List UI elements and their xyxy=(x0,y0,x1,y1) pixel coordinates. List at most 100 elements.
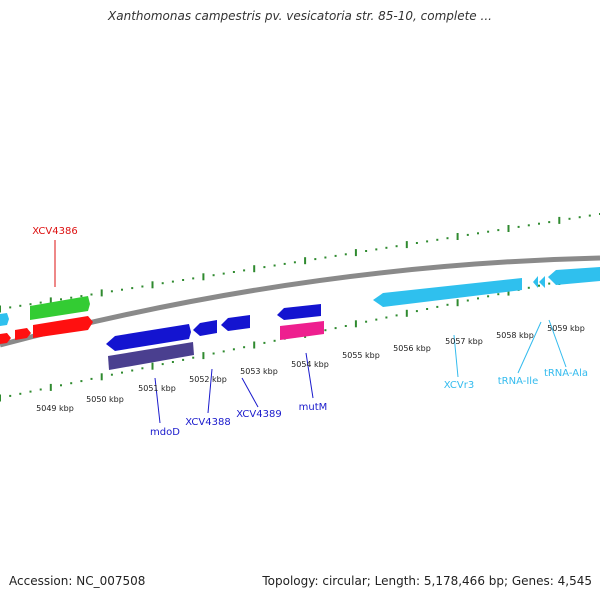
inner-track-minor-tick xyxy=(80,380,83,383)
outer-track-minor-tick xyxy=(39,301,42,304)
outer-track-minor-tick xyxy=(497,229,500,232)
gene-feature-cyan-edge[interactable] xyxy=(0,313,9,326)
inner-track-minor-tick xyxy=(110,373,113,376)
outer-track-minor-tick xyxy=(161,282,164,285)
leader-xcv4388 xyxy=(207,368,213,414)
outer-track-minor-tick xyxy=(568,217,571,220)
inner-track-minor-tick xyxy=(141,367,144,370)
outer-track-minor-tick xyxy=(212,274,215,277)
outer-track-minor-tick xyxy=(263,266,266,269)
outer-track-minor-tick xyxy=(273,264,276,267)
outer-track-minor-tick xyxy=(9,306,12,309)
outer-tick-track xyxy=(0,213,600,313)
gene-feature-cyan-trna-2[interactable] xyxy=(539,276,545,288)
outer-track-minor-tick xyxy=(232,271,235,273)
kbp-label: 5051 kbp xyxy=(138,384,176,393)
inner-track-minor-tick xyxy=(29,390,32,393)
outer-track-minor-tick xyxy=(110,290,113,293)
inner-track-minor-tick xyxy=(334,327,337,330)
kbp-label: 5053 kbp xyxy=(240,367,278,376)
gene-feature-cyan-trna-1[interactable] xyxy=(533,276,538,288)
inner-track-minor-tick xyxy=(324,329,327,332)
outer-track-minor-tick xyxy=(527,224,530,227)
outer-track-major-tick xyxy=(202,273,205,281)
outer-track-minor-tick xyxy=(334,254,337,257)
label-trna-ala[interactable]: tRNA-Ala xyxy=(544,368,588,379)
outer-track-minor-tick xyxy=(314,258,317,261)
outer-track-minor-tick xyxy=(141,285,144,288)
inner-track-minor-tick xyxy=(161,363,164,366)
gene-feature-blue-mutm[interactable] xyxy=(277,304,321,320)
gene-feature-blue-mdod[interactable] xyxy=(106,324,191,351)
kbp-label: 5056 kbp xyxy=(393,344,431,353)
label-mdod[interactable]: mdoD xyxy=(150,427,180,438)
gene-feature-red-small[interactable] xyxy=(15,328,31,340)
outer-track-minor-tick xyxy=(477,232,479,235)
outer-track-minor-tick xyxy=(588,214,591,217)
label-mutm[interactable]: mutM xyxy=(299,402,328,413)
label-xcv4388[interactable]: XCV4388 xyxy=(185,417,230,428)
outer-track-minor-tick xyxy=(538,222,540,225)
gene-feature-red-left[interactable] xyxy=(0,333,11,344)
inner-track-major-tick xyxy=(456,299,459,307)
outer-track-minor-tick xyxy=(121,288,123,291)
label-xcv4389[interactable]: XCV4389 xyxy=(236,409,281,420)
inner-track-minor-tick xyxy=(466,299,469,302)
kbp-label: 5049 kbp xyxy=(36,404,74,413)
outer-track-minor-tick xyxy=(344,253,347,256)
inner-track-minor-tick xyxy=(538,284,540,287)
outer-track-major-tick xyxy=(456,233,459,240)
inner-track-minor-tick xyxy=(395,314,398,317)
inner-track-minor-tick xyxy=(70,382,73,385)
outer-track-minor-tick xyxy=(517,225,520,228)
gene-feature-blue-xcv4389[interactable] xyxy=(221,315,250,331)
inner-track-major-tick xyxy=(253,341,256,349)
gene-feature-magenta[interactable] xyxy=(280,321,324,340)
label-trna-ile[interactable]: tRNA-Ile xyxy=(498,376,538,387)
gene-feature-cyan-right[interactable] xyxy=(548,267,600,285)
outer-track-major-tick xyxy=(100,289,103,297)
label-xcv4386[interactable]: XCV4386 xyxy=(32,226,77,237)
outer-track-minor-tick xyxy=(578,216,581,219)
outer-track-major-tick xyxy=(253,265,256,273)
label-xcvr3[interactable]: XCVr3 xyxy=(444,380,474,391)
gene-feature-red-xcv4386[interactable] xyxy=(33,316,93,338)
gene-feature-green[interactable] xyxy=(30,296,90,320)
kbp-label: 5058 kbp xyxy=(496,331,534,340)
inner-track-minor-tick xyxy=(131,369,134,372)
inner-track-minor-tick xyxy=(446,303,449,306)
outer-track-minor-tick xyxy=(487,230,490,233)
outer-track-minor-tick xyxy=(466,233,469,236)
inner-track-major-tick xyxy=(507,288,510,296)
outer-track-major-tick xyxy=(304,257,307,265)
inner-track-minor-tick xyxy=(9,394,12,397)
inner-track-minor-tick xyxy=(121,371,123,374)
accession-text: Accession: NC_007508 xyxy=(9,574,146,588)
inner-track-minor-tick xyxy=(192,356,195,359)
inner-track-minor-tick xyxy=(90,377,93,380)
gene-feature-navy[interactable] xyxy=(108,342,194,370)
inner-track-major-tick xyxy=(100,373,103,381)
inner-track-minor-tick xyxy=(212,352,215,355)
inner-track-minor-tick xyxy=(243,346,246,349)
outer-track-minor-tick xyxy=(293,261,296,264)
outer-track-minor-tick xyxy=(436,238,439,241)
gene-feature-blue-xcv4388[interactable] xyxy=(193,320,217,336)
kbp-label: 5054 kbp xyxy=(291,360,329,369)
outer-track-major-tick xyxy=(558,216,561,224)
leader-xcv4389 xyxy=(241,377,259,408)
inner-track-minor-tick xyxy=(365,320,368,323)
outer-track-minor-tick xyxy=(375,248,378,251)
inner-track-minor-tick xyxy=(436,305,439,308)
inner-track-minor-tick xyxy=(548,282,551,285)
gene-feature-cyan-xcvr3[interactable] xyxy=(373,278,522,307)
outer-track-minor-tick xyxy=(171,280,174,283)
inner-track-major-tick xyxy=(405,309,408,317)
inner-track-major-tick xyxy=(151,362,154,370)
outer-track-minor-tick xyxy=(70,296,73,299)
outer-track-minor-tick xyxy=(415,242,418,244)
inner-track-major-tick xyxy=(0,394,1,402)
inner-track-minor-tick xyxy=(232,348,235,351)
kbp-label: 5057 kbp xyxy=(445,337,483,346)
